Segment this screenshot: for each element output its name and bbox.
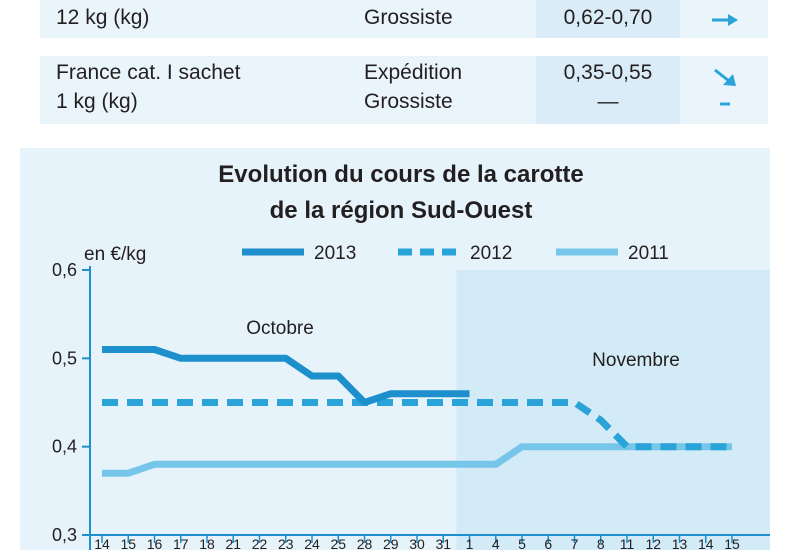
x-tick-label: 8	[597, 536, 605, 550]
y-axis-label: en €/kg	[84, 244, 146, 265]
month-label: Octobre	[246, 318, 314, 339]
y-tick-label: 0,3	[52, 525, 77, 545]
y-tick-label: 0,6	[52, 260, 77, 280]
x-tick-label: 15	[120, 536, 136, 550]
legend-label: 2013	[314, 243, 356, 264]
price-cell: 0,62-0,70	[536, 0, 680, 38]
x-tick-label: 6	[544, 536, 552, 550]
x-tick-label: 29	[383, 536, 399, 550]
month-labels: Octobre Novembre	[246, 318, 680, 371]
x-tick-label: 11	[620, 536, 635, 550]
table-row: France cat. I sachet 1 kg (kg) Expéditio…	[40, 56, 768, 124]
x-tick-label: 30	[409, 536, 425, 550]
x-tick-label: 5	[518, 536, 526, 550]
month-label: Novembre	[592, 350, 680, 371]
series-line-2011	[102, 443, 732, 477]
x-tick-label: 14	[94, 536, 110, 550]
novembre-band	[456, 270, 770, 550]
stage-cell: Expédition Grossiste	[348, 56, 532, 124]
chart-panel: Evolution du cours de la carotte de la r…	[20, 148, 770, 550]
price-value: —	[597, 90, 619, 113]
dash-icon	[720, 102, 730, 106]
x-tick-label: 14	[698, 536, 714, 550]
x-tick-label: 18	[199, 536, 215, 550]
x-tick-label: 23	[278, 536, 294, 550]
price-value: 0,35-0,55	[563, 61, 653, 84]
product-line: 12 kg (kg)	[56, 6, 150, 29]
series-line-2012	[102, 399, 732, 451]
trend-cell	[684, 0, 768, 38]
arrow-down-right-icon	[714, 68, 736, 86]
price-cell: 0,35-0,55 —	[536, 56, 680, 124]
legend-label: 2012	[470, 243, 512, 264]
trend-cell	[684, 56, 768, 124]
x-tick-label: 31	[435, 536, 451, 550]
price-value: 0,62-0,70	[563, 6, 653, 29]
product-line: 1 kg (kg)	[56, 90, 138, 113]
x-tick-label: 22	[252, 536, 268, 550]
price-table: 12 kg (kg) Grossiste 0,62-0,70 France ca…	[40, 0, 768, 124]
table-row: 12 kg (kg) Grossiste 0,62-0,70	[40, 0, 768, 38]
x-tick-label: 12	[645, 536, 661, 550]
x-tick-label: 17	[173, 536, 189, 550]
x-tick-label: 4	[492, 536, 500, 550]
x-tick-label: 16	[147, 536, 163, 550]
x-tick-label: 13	[672, 536, 688, 550]
series-lines	[102, 346, 732, 477]
chart-title-line-1: Evolution du cours de la carotte	[218, 161, 583, 188]
product-cell: France cat. I sachet 1 kg (kg)	[40, 56, 318, 124]
y-tick-label: 0,5	[52, 348, 77, 368]
x-tick-label: 7	[571, 536, 579, 550]
x-tick-label: 15	[724, 536, 740, 550]
carrot-price-chart: Evolution du cours de la carotte de la r…	[52, 161, 770, 550]
x-tick-label: 25	[330, 536, 346, 550]
chart-title-line-2: de la région Sud-Ouest	[270, 197, 533, 224]
product-line: France cat. I sachet	[56, 61, 241, 84]
stage-line: Grossiste	[364, 6, 453, 29]
product-cell: 12 kg (kg)	[40, 0, 318, 38]
legend: 2013 2012 2011	[242, 243, 669, 264]
legend-label: 2011	[628, 243, 669, 264]
y-tick-label: 0,4	[52, 437, 77, 457]
stage-line: Expédition	[364, 61, 463, 84]
arrow-right-icon	[712, 14, 738, 26]
x-tick-label: 1	[466, 536, 474, 550]
axes: 0,30,40,50,614 15 16 17 18 21 22 23 24 25 28 29 30 31…	[52, 260, 770, 550]
x-tick-label: 28	[357, 536, 373, 550]
series-line-2013	[102, 346, 470, 406]
stage-cell: Grossiste	[348, 0, 532, 38]
x-tick-label: 21	[225, 536, 241, 550]
x-tick-label: 24	[304, 536, 320, 550]
stage-line: Grossiste	[364, 90, 453, 113]
